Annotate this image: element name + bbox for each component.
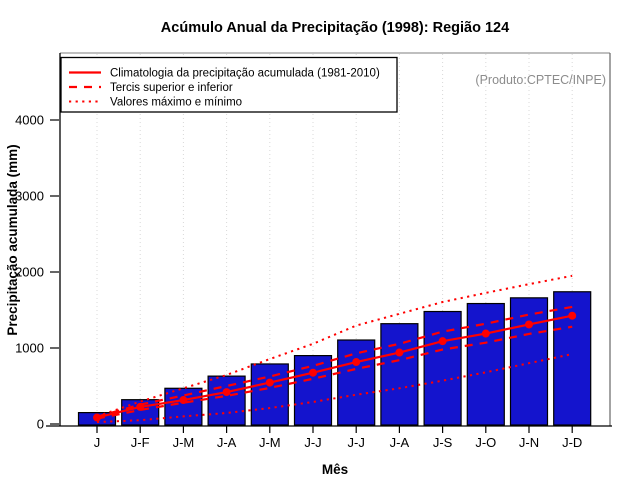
climatology-point xyxy=(265,378,274,387)
y-tick-label: 1000 xyxy=(15,341,44,356)
bar-J-O xyxy=(466,302,505,426)
x-tick-label: J-J xyxy=(348,435,365,450)
series-line-dotted xyxy=(96,353,573,424)
x-tick-label: J-J xyxy=(304,435,321,450)
y-tick-label: 3000 xyxy=(15,189,44,204)
bar-J-J xyxy=(293,355,333,426)
x-tick-label: J-O xyxy=(475,435,496,450)
legend: Climatologia da precipitação acumulada (… xyxy=(60,56,398,113)
y-tick-label: 4000 xyxy=(15,113,44,128)
legend-box xyxy=(60,56,398,113)
bar-J-M xyxy=(164,387,203,426)
x-tick-label: J-M xyxy=(173,435,195,450)
series-line-dashed xyxy=(96,325,573,420)
climatology-point xyxy=(438,337,447,346)
bar-J-S xyxy=(423,310,462,426)
series-line-dashed xyxy=(96,305,573,418)
climatology-point xyxy=(309,368,317,377)
climatology-point xyxy=(395,348,404,357)
x-tick-label: J xyxy=(94,435,101,450)
page-title: Acúmulo Anual da Precipitação (1998): Re… xyxy=(161,20,509,36)
x-tick-label: J-M xyxy=(259,435,281,450)
climatology-point xyxy=(481,329,490,338)
series-line-solid xyxy=(96,314,573,419)
climatology-point xyxy=(525,320,533,329)
legend-label-climatology: Climatologia da precipitação acumulada (… xyxy=(110,68,380,80)
bar-J-A xyxy=(207,375,246,426)
climatology-point xyxy=(222,388,231,397)
climatology-point xyxy=(352,358,361,367)
y-axis-ticks: 0 1000 2000 3000 4000 xyxy=(15,113,59,432)
y-tick-label: 0 xyxy=(37,417,44,432)
y-axis-title: Precipitação acumulada (mm) xyxy=(5,144,20,335)
x-tick-label: J-N xyxy=(519,435,539,450)
bar-J-J xyxy=(337,339,376,426)
climatology-point xyxy=(179,396,188,405)
bar-J-A xyxy=(380,323,419,426)
legend-label-tercis: Tercis superior e inferior xyxy=(110,82,233,94)
product-annotation: (Produto:CPTEC/INPE) xyxy=(475,73,606,87)
x-tick-label: J-A xyxy=(390,435,410,450)
x-tick-label: J-A xyxy=(217,435,237,450)
x-tick-label: J-F xyxy=(131,435,150,450)
legend-label-extremes: Valores máximo e mínimo xyxy=(110,97,242,109)
x-axis-ticks: J J-F J-M J-A J-M J-J J-J J-A J-S J-O J-N J-D xyxy=(94,426,582,450)
x-tick-label: J-D xyxy=(562,435,582,450)
red-lines-layer xyxy=(93,274,577,424)
x-tick-label: J-S xyxy=(433,435,453,450)
y-tick-label: 2000 xyxy=(15,265,44,280)
series-line-dotted xyxy=(96,274,573,418)
bar-J-M xyxy=(250,363,289,426)
climatology-point xyxy=(568,311,577,320)
x-axis-title: Mês xyxy=(322,462,348,477)
